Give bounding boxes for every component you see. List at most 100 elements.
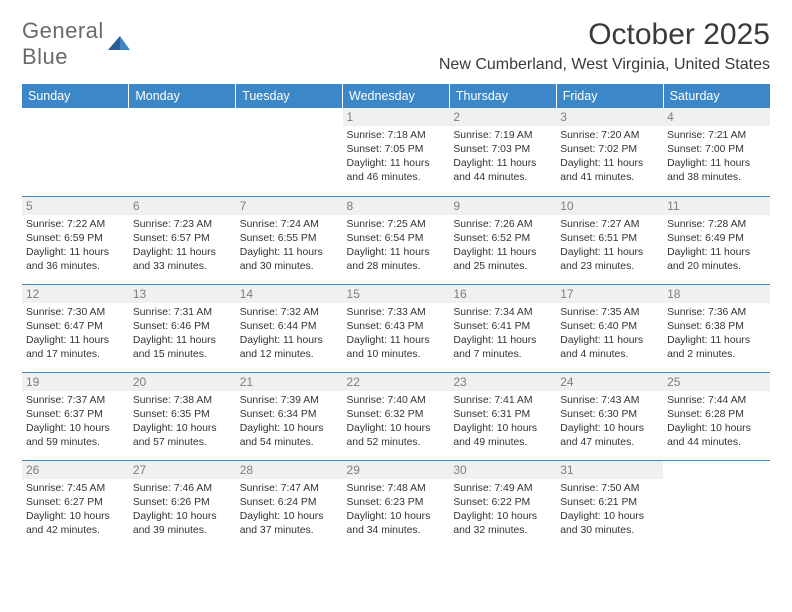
logo-text-2: Blue: [22, 44, 68, 69]
day-number: 13: [129, 285, 236, 303]
day-number: 2: [449, 108, 556, 126]
calendar-cell: 26 Sunrise: 7:45 AMSunset: 6:27 PMDayligh…: [22, 460, 129, 548]
calendar-cell: .: [22, 108, 129, 196]
day-header: Tuesday: [236, 84, 343, 108]
day-number: 16: [449, 285, 556, 303]
day-number: 25: [663, 373, 770, 391]
cell-content: Sunrise: 7:48 AMSunset: 6:23 PMDaylight:…: [347, 482, 446, 538]
header: General Blue October 2025 New Cumberland…: [22, 18, 770, 74]
cell-content: Sunrise: 7:31 AMSunset: 6:46 PMDaylight:…: [133, 306, 232, 362]
cell-content: Sunrise: 7:24 AMSunset: 6:55 PMDaylight:…: [240, 218, 339, 274]
cell-content: Sunrise: 7:49 AMSunset: 6:22 PMDaylight:…: [453, 482, 552, 538]
calendar-cell: 9 Sunrise: 7:26 AMSunset: 6:52 PMDaylight…: [449, 196, 556, 284]
calendar-cell: 17Sunrise: 7:35 AMSunset: 6:40 PMDayligh…: [556, 284, 663, 372]
day-number: 1: [343, 108, 450, 126]
day-number: 29: [343, 461, 450, 479]
cell-content: Sunrise: 7:32 AMSunset: 6:44 PMDaylight:…: [240, 306, 339, 362]
cell-content: Sunrise: 7:47 AMSunset: 6:24 PMDaylight:…: [240, 482, 339, 538]
calendar-cell: 6 Sunrise: 7:23 AMSunset: 6:57 PMDaylight…: [129, 196, 236, 284]
logo-text-1: General: [22, 18, 104, 43]
day-number: 24: [556, 373, 663, 391]
calendar-cell: 20 Sunrise: 7:38 AMSunset: 6:35 PMDayligh…: [129, 372, 236, 460]
calendar-cell: 7 Sunrise: 7:24 AMSunset: 6:55 PMDaylight…: [236, 196, 343, 284]
day-number: 14: [236, 285, 343, 303]
cell-content: Sunrise: 7:19 AMSunset: 7:03 PMDaylight:…: [453, 129, 552, 185]
cell-content: Sunrise: 7:33 AMSunset: 6:43 PMDaylight:…: [347, 306, 446, 362]
triangle-icon: [106, 30, 132, 59]
cell-content: Sunrise: 7:41 AMSunset: 6:31 PMDaylight:…: [453, 394, 552, 450]
day-header: Monday: [129, 84, 236, 108]
day-number: 5: [22, 197, 129, 215]
cell-content: Sunrise: 7:39 AMSunset: 6:34 PMDaylight:…: [240, 394, 339, 450]
cell-content: Sunrise: 7:46 AMSunset: 6:26 PMDaylight:…: [133, 482, 232, 538]
day-header: Friday: [556, 84, 663, 108]
day-number: 23: [449, 373, 556, 391]
calendar-cell: 29 Sunrise: 7:48 AMSunset: 6:23 PMDayligh…: [343, 460, 450, 548]
calendar-cell: 3 Sunrise: 7:20 AMSunset: 7:02 PMDaylight…: [556, 108, 663, 196]
cell-content: Sunrise: 7:50 AMSunset: 6:21 PMDaylight:…: [560, 482, 659, 538]
day-number: 10: [556, 197, 663, 215]
calendar-cell: 31 Sunrise: 7:50 AMSunset: 6:21 PMDayligh…: [556, 460, 663, 548]
day-number: 8: [343, 197, 450, 215]
day-header: Sunday: [22, 84, 129, 108]
calendar-cell: 19 Sunrise: 7:37 AMSunset: 6:37 PMDayligh…: [22, 372, 129, 460]
day-number: 30: [449, 461, 556, 479]
day-header: Thursday: [449, 84, 556, 108]
day-number: 31: [556, 461, 663, 479]
calendar-cell: 30 Sunrise: 7:49 AMSunset: 6:22 PMDayligh…: [449, 460, 556, 548]
day-number: 28: [236, 461, 343, 479]
calendar-table: SundayMondayTuesdayWednesdayThursdayFrid…: [22, 84, 770, 548]
day-number: 9: [449, 197, 556, 215]
cell-content: Sunrise: 7:25 AMSunset: 6:54 PMDaylight:…: [347, 218, 446, 274]
calendar-cell: 13 Sunrise: 7:31 AMSunset: 6:46 PMDayligh…: [129, 284, 236, 372]
day-number: 20: [129, 373, 236, 391]
calendar-cell: 2 Sunrise: 7:19 AMSunset: 7:03 PMDaylight…: [449, 108, 556, 196]
cell-content: Sunrise: 7:23 AMSunset: 6:57 PMDaylight:…: [133, 218, 232, 274]
day-number: 21: [236, 373, 343, 391]
day-number: 15: [343, 285, 450, 303]
day-number: 18: [663, 285, 770, 303]
calendar-cell: 15 Sunrise: 7:33 AMSunset: 6:43 PMDayligh…: [343, 284, 450, 372]
day-number: 6: [129, 197, 236, 215]
title-block: October 2025 New Cumberland, West Virgin…: [439, 18, 770, 74]
cell-content: Sunrise: 7:40 AMSunset: 6:32 PMDaylight:…: [347, 394, 446, 450]
calendar-cell: 25Sunrise: 7:44 AMSunset: 6:28 PMDayligh…: [663, 372, 770, 460]
cell-content: Sunrise: 7:28 AMSunset: 6:49 PMDaylight:…: [667, 218, 766, 274]
day-number: 7: [236, 197, 343, 215]
day-number: 19: [22, 373, 129, 391]
month-title: October 2025: [439, 18, 770, 52]
cell-content: Sunrise: 7:22 AMSunset: 6:59 PMDaylight:…: [26, 218, 125, 274]
cell-content: Sunrise: 7:27 AMSunset: 6:51 PMDaylight:…: [560, 218, 659, 274]
cell-content: Sunrise: 7:20 AMSunset: 7:02 PMDaylight:…: [560, 129, 659, 185]
calendar-cell: 18 Sunrise: 7:36 AMSunset: 6:38 PMDayligh…: [663, 284, 770, 372]
day-number: 3: [556, 108, 663, 126]
cell-content: Sunrise: 7:30 AMSunset: 6:47 PMDaylight:…: [26, 306, 125, 362]
logo: General Blue: [22, 18, 132, 70]
calendar-cell: 10 Sunrise: 7:27 AMSunset: 6:51 PMDayligh…: [556, 196, 663, 284]
day-header: Saturday: [663, 84, 770, 108]
day-number: 4: [663, 108, 770, 126]
location: New Cumberland, West Virginia, United St…: [439, 56, 770, 74]
cell-content: Sunrise: 7:38 AMSunset: 6:35 PMDaylight:…: [133, 394, 232, 450]
calendar-cell: 16 Sunrise: 7:34 AMSunset: 6:41 PMDayligh…: [449, 284, 556, 372]
calendar-cell: 22 Sunrise: 7:40 AMSunset: 6:32 PMDayligh…: [343, 372, 450, 460]
day-number: 12: [22, 285, 129, 303]
cell-content: Sunrise: 7:45 AMSunset: 6:27 PMDaylight:…: [26, 482, 125, 538]
day-number: 11: [663, 197, 770, 215]
cell-content: Sunrise: 7:18 AMSunset: 7:05 PMDaylight:…: [347, 129, 446, 185]
calendar-cell: 12 Sunrise: 7:30 AMSunset: 6:47 PMDayligh…: [22, 284, 129, 372]
calendar-cell: 14 Sunrise: 7:32 AMSunset: 6:44 PMDayligh…: [236, 284, 343, 372]
calendar-cell: 5 Sunrise: 7:22 AMSunset: 6:59 PMDaylight…: [22, 196, 129, 284]
day-number: 26: [22, 461, 129, 479]
calendar-cell: .: [663, 460, 770, 548]
calendar-cell: 8 Sunrise: 7:25 AMSunset: 6:54 PMDaylight…: [343, 196, 450, 284]
day-header: Wednesday: [343, 84, 450, 108]
day-number: 22: [343, 373, 450, 391]
cell-content: Sunrise: 7:37 AMSunset: 6:37 PMDaylight:…: [26, 394, 125, 450]
cell-content: Sunrise: 7:26 AMSunset: 6:52 PMDaylight:…: [453, 218, 552, 274]
cell-content: Sunrise: 7:35 AMSunset: 6:40 PMDaylight:…: [560, 306, 659, 362]
cell-content: Sunrise: 7:34 AMSunset: 6:41 PMDaylight:…: [453, 306, 552, 362]
cell-content: Sunrise: 7:43 AMSunset: 6:30 PMDaylight:…: [560, 394, 659, 450]
day-number: 27: [129, 461, 236, 479]
cell-content: Sunrise: 7:36 AMSunset: 6:38 PMDaylight:…: [667, 306, 766, 362]
